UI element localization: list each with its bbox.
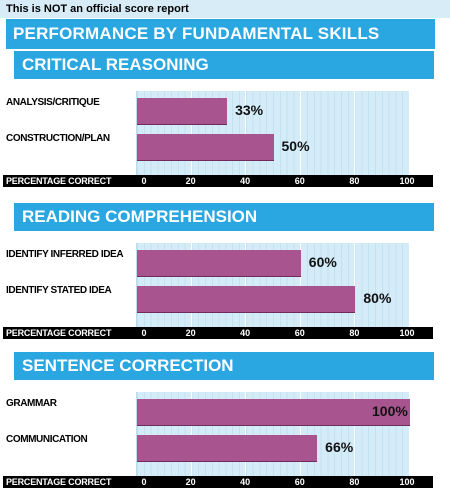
gridline bbox=[354, 243, 356, 327]
plot-area: 100% 66% bbox=[136, 392, 410, 476]
gridline bbox=[299, 392, 301, 476]
axis-tick-label: 40 bbox=[240, 328, 251, 338]
gridline bbox=[190, 91, 192, 175]
section-header: READING COMPREHENSION bbox=[14, 203, 434, 231]
gridline bbox=[299, 91, 301, 175]
bar-value-label: 100% bbox=[372, 403, 408, 419]
row-label: ANALYSIS/CRITIQUE bbox=[6, 97, 100, 108]
bar-value-label: 80% bbox=[363, 290, 392, 306]
bar-value-label: 33% bbox=[235, 102, 264, 118]
axis-tick-label: 100 bbox=[399, 328, 415, 338]
bar-analysis-critique bbox=[137, 98, 228, 125]
section-sentence-correction: SENTENCE CORRECTION GRAMMAR COMMUNICATION 1… bbox=[0, 352, 450, 492]
gridline bbox=[409, 392, 410, 476]
section-title: SENTENCE CORRECTION bbox=[22, 356, 234, 375]
axis-tick-label: 60 bbox=[294, 328, 305, 338]
disclaimer-text: This is NOT an official score report bbox=[6, 3, 189, 15]
axis-tick-label: 100 bbox=[399, 176, 415, 186]
axis-tick-label: 0 bbox=[141, 477, 147, 487]
section-title: CRITICAL REASONING bbox=[22, 55, 209, 74]
row-label: GRAMMAR bbox=[6, 398, 57, 409]
bar-communication bbox=[137, 435, 318, 462]
axis-label: PERCENTAGE CORRECT bbox=[6, 477, 112, 487]
axis-tick-label: 80 bbox=[349, 176, 360, 186]
axis-tick-label: 0 bbox=[141, 176, 147, 186]
plot-area: 33% 50% bbox=[136, 91, 410, 175]
bar-value-label: 60% bbox=[308, 254, 337, 270]
axis-tick-label: 60 bbox=[294, 176, 305, 186]
axis-tick-label: 80 bbox=[349, 477, 360, 487]
gridline bbox=[245, 91, 247, 175]
gridline bbox=[245, 392, 247, 476]
axis-tick-label: 60 bbox=[294, 477, 305, 487]
bar-construction-plan bbox=[137, 134, 274, 161]
bar-identify-inferred-idea bbox=[137, 250, 301, 277]
row-label: CONSTRUCTION/PLAN bbox=[6, 133, 110, 144]
page-title-banner: PERFORMANCE BY FUNDAMENTAL SKILLS bbox=[6, 19, 435, 49]
x-axis: PERCENTAGE CORRECT 0 20 40 60 80 100 bbox=[3, 175, 433, 187]
row-label: IDENTIFY STATED IDEA bbox=[6, 285, 112, 296]
section-critical-reasoning: CRITICAL REASONING ANALYSIS/CRITIQUE CONST… bbox=[0, 51, 450, 191]
axis-label: PERCENTAGE CORRECT bbox=[6, 176, 112, 186]
axis-tick-label: 0 bbox=[141, 328, 147, 338]
section-reading-comprehension: READING COMPREHENSION IDENTIFY INFERRED I… bbox=[0, 203, 450, 343]
axis-tick-label: 80 bbox=[349, 328, 360, 338]
gridline bbox=[190, 392, 192, 476]
gridline bbox=[354, 392, 356, 476]
row-label: COMMUNICATION bbox=[6, 434, 88, 445]
axis-tick-label: 40 bbox=[240, 477, 251, 487]
disclaimer-banner: This is NOT an official score report bbox=[0, 0, 450, 18]
axis-tick-label: 20 bbox=[185, 176, 196, 186]
gridline bbox=[409, 243, 410, 327]
gridline bbox=[190, 243, 192, 327]
x-axis: PERCENTAGE CORRECT 0 20 40 60 80 100 bbox=[3, 327, 433, 339]
axis-tick-label: 20 bbox=[185, 328, 196, 338]
axis-tick-label: 20 bbox=[185, 477, 196, 487]
gridline bbox=[299, 243, 301, 327]
plot-area: 60% 80% bbox=[136, 243, 410, 327]
x-axis: PERCENTAGE CORRECT 0 20 40 60 80 100 bbox=[3, 476, 433, 488]
gridline bbox=[245, 243, 247, 327]
bar-value-label: 50% bbox=[281, 138, 310, 154]
bar-value-label: 66% bbox=[325, 439, 354, 455]
gridline bbox=[409, 91, 410, 175]
axis-tick-label: 100 bbox=[399, 477, 415, 487]
bar-identify-stated-idea bbox=[137, 286, 356, 313]
row-label: IDENTIFY INFERRED IDEA bbox=[6, 249, 124, 260]
gridline bbox=[354, 91, 356, 175]
bar-grammar bbox=[137, 399, 410, 426]
axis-label: PERCENTAGE CORRECT bbox=[6, 328, 112, 338]
axis-tick-label: 40 bbox=[240, 176, 251, 186]
section-title: READING COMPREHENSION bbox=[22, 207, 258, 226]
page-title: PERFORMANCE BY FUNDAMENTAL SKILLS bbox=[13, 24, 380, 43]
section-header: CRITICAL REASONING bbox=[14, 51, 434, 79]
section-header: SENTENCE CORRECTION bbox=[14, 352, 434, 380]
